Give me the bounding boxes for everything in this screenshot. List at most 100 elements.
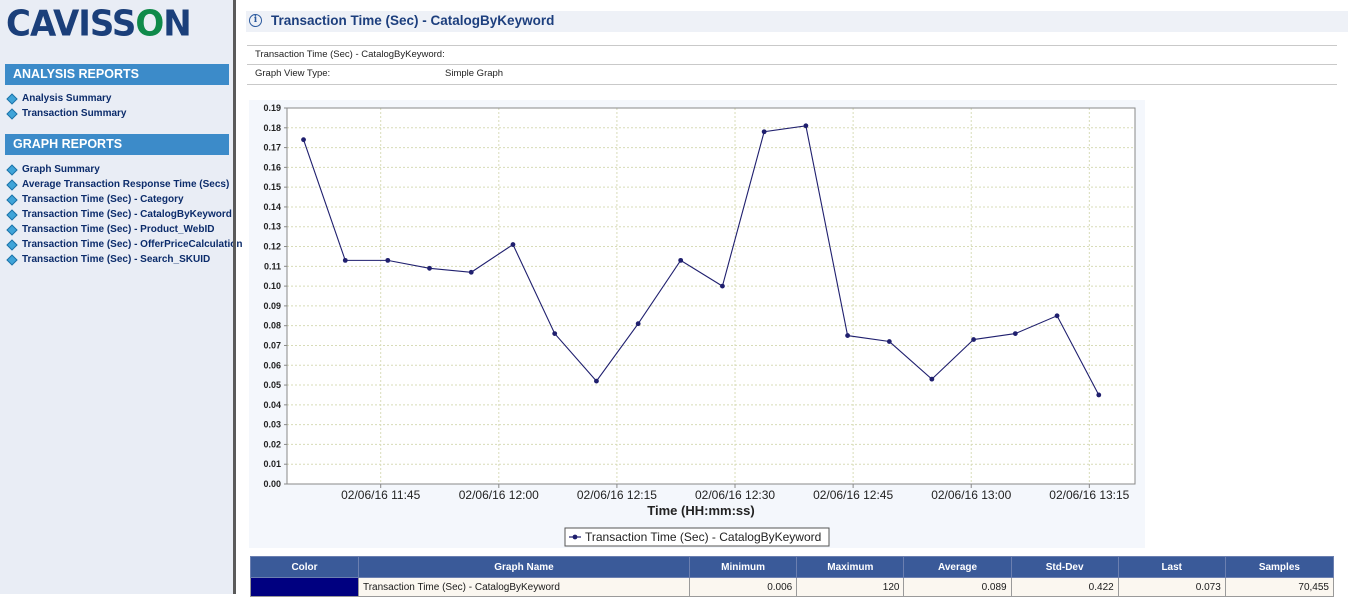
cell-average: 0.089 — [903, 577, 1012, 597]
data-point — [468, 269, 474, 275]
col-maximum-header[interactable]: Maximum — [796, 556, 905, 578]
x-tick-label: 02/06/16 13:00 — [931, 488, 1011, 502]
data-point — [427, 265, 432, 271]
y-tick-label: 0.07 — [263, 340, 281, 350]
stats-header-row: Color Graph Name Minimum Maximum Average… — [250, 556, 1335, 578]
cell-stddev: 0.422 — [1010, 577, 1119, 597]
y-tick-label: 0.16 — [263, 162, 281, 172]
nav-avg-transaction-response-time[interactable]: Average Transaction Response Time (Secs) — [6, 177, 242, 192]
nav-transaction-time-catalogbykeyword[interactable]: Transaction Time (Sec) - CatalogByKeywor… — [6, 207, 242, 222]
y-tick-label: 0.04 — [263, 400, 281, 410]
y-tick-label: 0.01 — [263, 459, 281, 469]
x-tick-label: 02/06/16 13:15 — [1049, 488, 1129, 502]
data-point — [886, 339, 892, 344]
y-tick-label: 0.03 — [263, 420, 281, 430]
nav-analysis-summary[interactable]: Analysis Summary — [6, 91, 126, 106]
diamond-bullet-icon — [6, 223, 18, 236]
page-title: Transaction Time (Sec) - CatalogByKeywor… — [271, 13, 555, 28]
nav-graph-summary[interactable]: Graph Summary — [6, 162, 242, 177]
col-stddev-header[interactable]: Std-Dev — [1010, 556, 1119, 578]
data-point — [971, 337, 976, 342]
data-point — [1096, 392, 1102, 398]
plot-border — [286, 107, 1136, 485]
data-point — [301, 137, 306, 143]
graph-reports-heading: GRAPH REPORTS — [5, 134, 229, 155]
col-samples-header[interactable]: Samples — [1224, 556, 1335, 578]
diamond-bullet-icon — [6, 238, 18, 251]
x-tick-label: 02/06/16 11:45 — [341, 488, 421, 502]
diamond-bullet-icon — [6, 208, 18, 221]
stats-table: Color Graph Name Minimum Maximum Average… — [250, 556, 1335, 597]
info-icon: i — [249, 14, 262, 27]
data-point — [678, 257, 684, 263]
sidebar-divider — [233, 0, 236, 594]
page-title-bar: i Transaction Time (Sec) - CatalogByKeyw… — [246, 11, 1348, 32]
nav-transaction-time-category[interactable]: Transaction Time (Sec) - Category — [6, 192, 242, 207]
graph-reports-list: Graph Summary Average Transaction Respon… — [6, 162, 242, 267]
data-point — [761, 129, 767, 135]
nav-transaction-time-product-webid[interactable]: Transaction Time (Sec) - Product_WebID — [6, 222, 242, 237]
info-label: Transaction Time (Sec) - CatalogByKeywor… — [255, 49, 445, 60]
chart-panel: 0.00 0.01 0.02 0.03 0.04 0.05 0.06 0.07 0.08 0.09… — [249, 100, 1145, 548]
x-tick-label: 02/06/16 12:00 — [459, 488, 539, 502]
cavisson-logo: CAVISSON — [6, 3, 192, 45]
y-tick-label: 0.12 — [263, 242, 281, 252]
legend-label: Transaction Time (Sec) - CatalogByKeywor… — [585, 530, 821, 544]
data-point — [1054, 313, 1060, 319]
cell-minimum: 0.006 — [689, 577, 798, 597]
col-color-header[interactable]: Color — [250, 556, 359, 578]
data-point — [594, 378, 599, 384]
x-tick-label: 02/06/16 12:30 — [695, 488, 775, 502]
y-tick-label: 0.05 — [263, 380, 281, 390]
diamond-bullet-icon — [6, 178, 18, 191]
data-point — [1012, 331, 1018, 336]
y-tick-label: 0.18 — [263, 123, 281, 133]
nav-transaction-time-offerpricecalculation[interactable]: Transaction Time (Sec) - OfferPriceCalcu… — [6, 237, 242, 252]
data-point — [635, 321, 641, 327]
y-tick-label: 0.10 — [263, 281, 281, 291]
info-value: Simple Graph — [445, 68, 504, 79]
col-minimum-header[interactable]: Minimum — [689, 556, 798, 578]
nav-transaction-summary[interactable]: Transaction Summary — [6, 106, 126, 121]
col-last-header[interactable]: Last — [1117, 556, 1226, 578]
y-tick-label: 0.17 — [263, 143, 281, 153]
data-point — [552, 331, 558, 336]
x-tick-label: 02/06/16 12:45 — [813, 488, 893, 502]
col-average-header[interactable]: Average — [903, 556, 1012, 578]
diamond-bullet-icon — [6, 107, 18, 120]
y-tick-label: 0.08 — [263, 321, 281, 331]
y-tick-label: 0.06 — [263, 360, 281, 370]
diamond-bullet-icon — [6, 253, 18, 266]
info-row-view-type: Graph View Type: Simple Graph — [247, 64, 1337, 85]
diamond-bullet-icon — [6, 163, 18, 176]
analysis-reports-list: Analysis Summary Transaction Summary — [6, 91, 126, 121]
sidebar: CAVISSON ANALYSIS REPORTS Analysis Summa… — [0, 0, 242, 594]
y-tick-label: 0.19 — [263, 103, 281, 113]
nav-transaction-time-search-skuid[interactable]: Transaction Time (Sec) - Search_SKUID — [6, 252, 242, 267]
x-axis-label: Time (HH:mm:ss) — [647, 503, 754, 518]
y-tick-label: 0.02 — [263, 439, 281, 449]
graph-info-table: Transaction Time (Sec) - CatalogByKeywor… — [247, 45, 1337, 85]
info-row-graph: Transaction Time (Sec) - CatalogByKeywor… — [247, 45, 1337, 65]
legend-marker — [572, 534, 578, 540]
series-line — [303, 125, 1100, 396]
col-graph-name-header[interactable]: Graph Name — [357, 556, 691, 578]
plot-background — [287, 108, 1135, 484]
cell-graph-name: Transaction Time (Sec) - CatalogByKeywor… — [357, 577, 691, 597]
cell-maximum: 120 — [796, 577, 905, 597]
y-tick-label: 0.13 — [263, 222, 281, 232]
y-tick-label: 0.14 — [263, 202, 281, 212]
data-point — [720, 283, 725, 289]
analysis-reports-heading: ANALYSIS REPORTS — [5, 64, 229, 85]
data-point — [803, 123, 809, 129]
data-point — [342, 257, 348, 263]
data-point — [929, 376, 935, 382]
diamond-bullet-icon — [6, 92, 18, 105]
data-point — [385, 257, 391, 263]
x-tick-label: 02/06/16 12:15 — [577, 488, 657, 502]
data-point — [510, 242, 516, 247]
info-label: Graph View Type: — [255, 68, 331, 79]
data-point — [845, 333, 851, 338]
legend-box — [564, 527, 830, 547]
y-tick-label: 0.00 — [263, 479, 281, 489]
